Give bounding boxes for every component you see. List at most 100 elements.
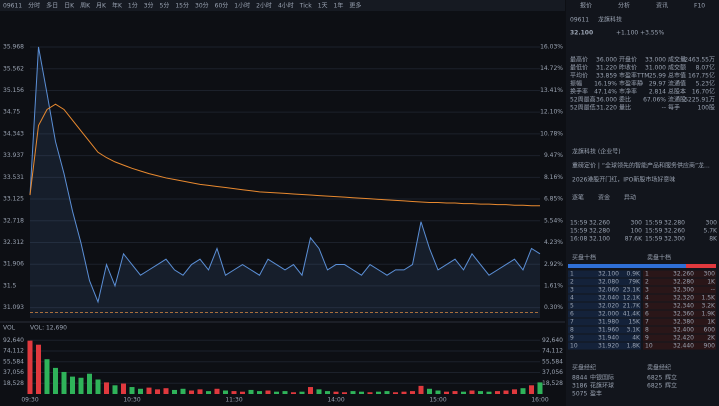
- book-ratio-bar: [568, 264, 686, 268]
- panel-tab[interactable]: 分析: [618, 2, 630, 10]
- volume-bar: [222, 390, 229, 394]
- book-cell: 32.360: [673, 311, 694, 318]
- toolbar-tab[interactable]: 60分: [215, 2, 229, 10]
- book-cell: 4: [645, 295, 649, 302]
- y2-tick-label: 18,528: [542, 380, 563, 387]
- toolbar-tab[interactable]: 年K: [112, 2, 123, 10]
- price-change: +1.100 +3.55%: [616, 30, 664, 37]
- book-cell: 2: [645, 279, 649, 286]
- toolbar-tab[interactable]: 多日: [46, 2, 58, 10]
- volume-bar: [426, 388, 433, 394]
- stat-label: 振幅: [570, 80, 582, 88]
- stat-value: 8.07亿: [696, 64, 715, 72]
- broker-cell: 3186: [572, 383, 587, 390]
- toolbar-tab[interactable]: Tick: [299, 3, 312, 10]
- book-level-bg: [568, 318, 641, 326]
- volume-bar: [103, 382, 110, 394]
- toolbar-tab[interactable]: 4小时: [278, 2, 294, 10]
- y-tick-label: 74,112: [3, 348, 24, 355]
- trade-tab[interactable]: 资金: [598, 194, 610, 202]
- volume-bar: [443, 391, 450, 394]
- news-item[interactable]: 2026港股开门红，IPO新股市场好意味: [572, 176, 675, 184]
- book-cell: 32.040: [598, 295, 619, 302]
- book-level-bg: [643, 326, 716, 334]
- trade-tab[interactable]: 逐笔: [572, 194, 584, 202]
- panel-tab[interactable]: 资讯: [656, 2, 668, 10]
- toolbar-tab[interactable]: 3分: [144, 2, 154, 10]
- book-cell: 9: [570, 335, 574, 342]
- toolbar-tab[interactable]: 1分: [128, 2, 138, 10]
- y-tick-label: 35.156: [3, 87, 24, 94]
- toolbar-tab[interactable]: 1天: [318, 3, 328, 10]
- panel-tab[interactable]: F10: [694, 3, 705, 10]
- toolbar-tab[interactable]: 30分: [195, 2, 209, 10]
- toolbar-tab[interactable]: 分时: [28, 2, 40, 10]
- y2-tick-label: 8.16%: [544, 174, 563, 181]
- book-cell: 2K: [707, 335, 716, 342]
- y2-tick-label: 6.85%: [544, 196, 563, 203]
- stat-value: 36.000: [596, 57, 617, 64]
- volume-bar: [358, 391, 365, 394]
- broker-header: 卖盘经纪: [647, 364, 671, 372]
- book-level-bg: [643, 318, 716, 326]
- book-cell: 32.300: [673, 287, 694, 294]
- book-cell: 31.980: [598, 319, 619, 326]
- toolbar: [0, 0, 565, 11]
- volume-bar: [137, 388, 144, 394]
- toolbar-tab[interactable]: 2小时: [256, 2, 272, 10]
- toolbar-tab[interactable]: 09611: [3, 3, 22, 10]
- volume-bar: [35, 344, 42, 394]
- book-cell: 10: [645, 343, 653, 350]
- y2-tick-label: 5.54%: [544, 217, 563, 224]
- stat-value: --: [662, 105, 666, 112]
- volume-bar: [528, 385, 535, 394]
- volume-bar: [418, 385, 424, 394]
- book-cell: 5: [570, 303, 574, 310]
- trade-cell: 8K: [709, 236, 718, 243]
- volume-bar: [392, 392, 399, 394]
- stat-label: 总市值: [668, 72, 686, 80]
- stat-value: 25.99: [649, 73, 666, 80]
- toolbar-tab[interactable]: 15分: [175, 2, 189, 10]
- trade-cell: 32.300: [664, 236, 685, 243]
- stat-value: 67.06%: [643, 97, 666, 104]
- y2-tick-label: 0.30%: [544, 304, 563, 311]
- volume-bar: [409, 391, 416, 394]
- book-cell: 23.1K: [623, 287, 641, 294]
- volume-bar: [282, 391, 288, 394]
- stat-value: 167.75亿: [688, 72, 715, 80]
- book-level-bg: [643, 278, 716, 286]
- panel-tab[interactable]: 报价: [580, 2, 592, 10]
- trade-tab[interactable]: 异动: [624, 195, 636, 202]
- y2-tick-label: 2.92%: [544, 261, 563, 268]
- book-cell: 600: [704, 327, 716, 334]
- volume-bar: [341, 392, 348, 394]
- broker-cell: 花旗环球: [590, 382, 614, 390]
- broker-cell: 辉立: [665, 374, 677, 382]
- book-cell: 32.400: [673, 327, 694, 334]
- volume-bar: [290, 392, 297, 394]
- volume-bar: [205, 391, 212, 394]
- toolbar-tab[interactable]: 5分: [160, 2, 170, 10]
- toolbar-tab[interactable]: 月K: [96, 3, 107, 10]
- toolbar-tab[interactable]: 1年: [334, 2, 344, 10]
- toolbar-tab[interactable]: 1小时: [234, 2, 250, 10]
- news-item[interactable]: 龙旗科技 (企业号): [572, 148, 621, 156]
- stat-label: 市盈率TTM: [619, 72, 649, 80]
- news-item[interactable]: 重磅定价 | “全球领先的智能产品和服务供应商”龙...: [572, 162, 710, 170]
- toolbar-tab[interactable]: 周K: [80, 3, 91, 10]
- toolbar-tab[interactable]: 日K: [64, 3, 75, 10]
- volume-bar: [120, 383, 127, 394]
- book-level-bg: [643, 286, 716, 294]
- volume-bar: [52, 367, 59, 394]
- stat-value: 16.70亿: [692, 88, 715, 96]
- stat-value: 5.23亿: [696, 80, 715, 88]
- volume-bar: [375, 391, 382, 394]
- toolbar-tab[interactable]: 更多: [349, 2, 361, 10]
- book-cell: 32.440: [673, 343, 694, 350]
- price-area: [30, 46, 540, 318]
- y-tick-label: 35.968: [3, 44, 24, 51]
- trade-cell: 15:59: [645, 220, 662, 227]
- y2-tick-label: 16.03%: [540, 43, 563, 50]
- volume-bar: [239, 391, 246, 394]
